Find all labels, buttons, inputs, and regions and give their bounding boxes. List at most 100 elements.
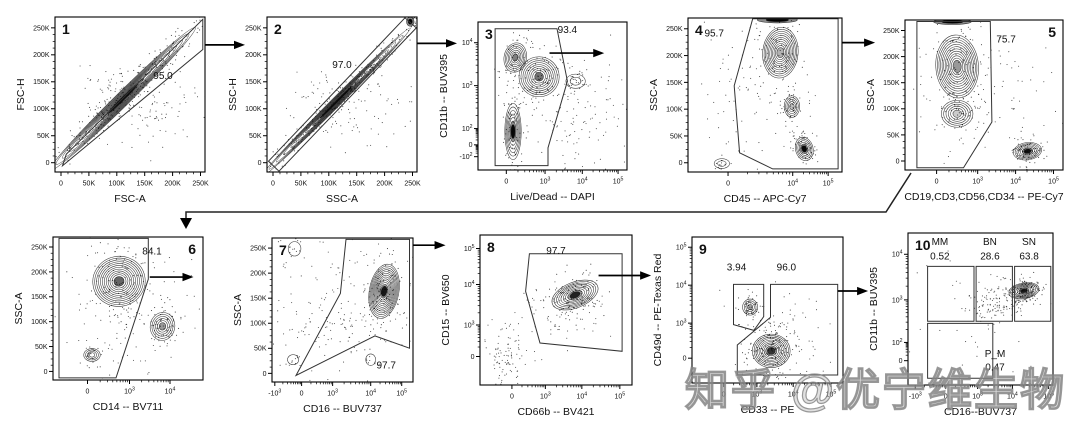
gate-label: 63.8	[1019, 252, 1039, 263]
panel-7: -103 0 103 104 105 0 50K 100K 150K 200K 250K CD16 -…	[232, 237, 446, 415]
x-tick-label: 0	[86, 389, 90, 396]
panel-5-plot	[913, 20, 1063, 170]
panel-number: 4	[695, 22, 703, 38]
panel-8: 0 103 104 105 0 103 104 105 CD66b -- BV421 CD15 -…	[440, 234, 652, 418]
gate-label: 95.0	[153, 71, 173, 82]
x-tick-label: 0	[726, 181, 730, 188]
x-tick-label: 150K	[137, 181, 154, 188]
panel-10-gate-2	[975, 265, 1013, 322]
x-axis-label: CD19,CD3,CD56,CD34 -- PE-Cy7	[904, 191, 1063, 203]
panel-9-gate-2	[736, 283, 839, 376]
x-tick-label: -103	[268, 389, 281, 398]
panel-number: 8	[487, 239, 495, 255]
y-tick-label: 50K	[37, 133, 50, 140]
panel-8-gate-1	[525, 253, 623, 352]
gate-label: BN	[983, 237, 997, 248]
x-tick-label: 104	[788, 390, 799, 399]
x-tick-label: 0	[300, 391, 304, 398]
y-tick-label: 200K	[883, 54, 900, 61]
y-tick-label: 0	[471, 354, 475, 361]
panel-6: 0 103 104 0 50K 100K 150K 200K 250K CD14 -- BV711…	[13, 236, 204, 413]
panel-9: 0 103 104 105 0 103 104 105 CD33 -- PE CD49d -- P…	[652, 236, 869, 416]
x-tick-label: 105	[396, 389, 407, 398]
gate-label: SN	[1022, 237, 1036, 248]
y-tick-label: 100K	[883, 106, 900, 113]
x-tick-label: 104	[787, 179, 798, 188]
y-tick-label: 104	[464, 280, 475, 289]
panel-2-frame	[266, 16, 418, 173]
panel-4-axes: 0 104 105 0 50K 100K 150K 200K 250K CD45 -- APC-C…	[648, 26, 834, 205]
y-tick-label: 150K	[666, 80, 683, 87]
gate-label: 97.7	[376, 360, 396, 371]
gate-label: 97.7	[546, 246, 566, 257]
panel-2-gate-arrow	[417, 39, 457, 48]
panel-3-gate-1	[494, 28, 568, 167]
y-tick-label: 100K	[250, 321, 267, 328]
x-tick-label: 103	[540, 177, 551, 186]
y-tick-label: 50K	[670, 133, 683, 140]
gate-label: 95.7	[704, 28, 724, 39]
gate-label: 93.4	[558, 25, 578, 36]
y-tick-label: 0	[46, 160, 50, 167]
x-tick-label: 105	[614, 392, 625, 401]
panel-4-frame	[687, 17, 843, 173]
y-tick-label: 50K	[887, 132, 900, 139]
x-tick-label: 104	[576, 392, 587, 401]
y-tick-label: 100K	[33, 106, 50, 113]
y-tick-label: 0	[44, 369, 48, 376]
panel-number: 6	[188, 241, 196, 257]
y-tick-label: 0	[679, 160, 683, 167]
y-tick-label: 150K	[245, 79, 262, 86]
panel-7-frame	[271, 237, 414, 383]
x-tick-label: 105	[1048, 177, 1059, 186]
y-tick-label: 102	[892, 338, 903, 347]
panel-5-axes: 0 103 104 105 0 50K 100K 150K 200K 250K CD19,CD3,C…	[865, 28, 1064, 203]
panel-8-axes: 0 103 104 105 0 103 104 105 CD66b -- BV421 CD15 -…	[440, 244, 625, 418]
x-axis-label: Live/Dead -- DAPI	[510, 191, 595, 203]
panel-number: 1	[62, 21, 70, 37]
y-tick-label: 103	[892, 295, 903, 304]
x-tick-label: 150K	[349, 181, 366, 188]
x-tick-label: 250K	[404, 181, 421, 188]
y-axis-label: SSC-H	[227, 78, 239, 111]
panel-4: 0 104 105 0 50K 100K 150K 200K 250K CD45 -- APC-C…	[648, 17, 876, 205]
y-tick-label: 0	[469, 142, 473, 149]
x-tick-label: 0	[722, 392, 726, 399]
panel-3-axes: 0 103 104 105 -102 0 102 103 104 Live/Dead -- DAP…	[438, 38, 624, 203]
panel-5: 0 103 104 105 0 50K 100K 150K 200K 250K CD19,CD3,C…	[865, 19, 1064, 203]
panel-10: -103 0 103 104 105 0 102 103 104 CD16--BUV737 CD11…	[868, 232, 1054, 418]
gate-label: MM	[932, 237, 949, 248]
x-tick-label: 104	[1010, 177, 1021, 186]
y-tick-label: 250K	[883, 28, 900, 35]
x-tick-label: 0	[510, 394, 514, 401]
panel-number: 7	[279, 242, 287, 258]
y-tick-label: 104	[676, 281, 687, 290]
y-tick-label: 200K	[245, 52, 262, 59]
panel-3-plot	[494, 29, 627, 170]
x-axis-label: SSC-A	[326, 193, 358, 205]
panel-1-frame	[54, 16, 206, 173]
y-tick-label: 200K	[33, 52, 50, 59]
x-tick-label: 105	[826, 390, 837, 399]
gate-label: P_M	[985, 349, 1006, 360]
x-tick-label: 0	[935, 179, 939, 186]
panel-number: 10	[915, 237, 931, 253]
panel-8-plot	[480, 263, 612, 385]
y-axis-label: SSC-A	[13, 292, 25, 324]
y-axis-label: CD11b -- BUV395	[868, 267, 880, 351]
y-tick-label: 104	[892, 250, 903, 259]
x-tick-label: 104	[1007, 392, 1018, 401]
x-tick-label: 105	[1043, 392, 1054, 401]
panel-1-axes: 0 50K 100K 150K 200K 250K 0 50K 100K 150K 200K 250K…	[15, 25, 209, 205]
y-tick-label: 102	[462, 124, 473, 133]
x-tick-label: 104	[165, 387, 176, 396]
y-tick-label: 0	[258, 160, 262, 167]
y-tick-label: 150K	[33, 79, 50, 86]
x-axis-label: CD45 -- APC-Cy7	[724, 193, 807, 205]
panel-4-gate-1	[733, 18, 839, 170]
x-tick-label: 103	[972, 392, 983, 401]
panel-1-gate-arrow	[205, 40, 245, 50]
panel-2-plot	[267, 17, 417, 172]
y-tick-label: 250K	[250, 245, 267, 252]
